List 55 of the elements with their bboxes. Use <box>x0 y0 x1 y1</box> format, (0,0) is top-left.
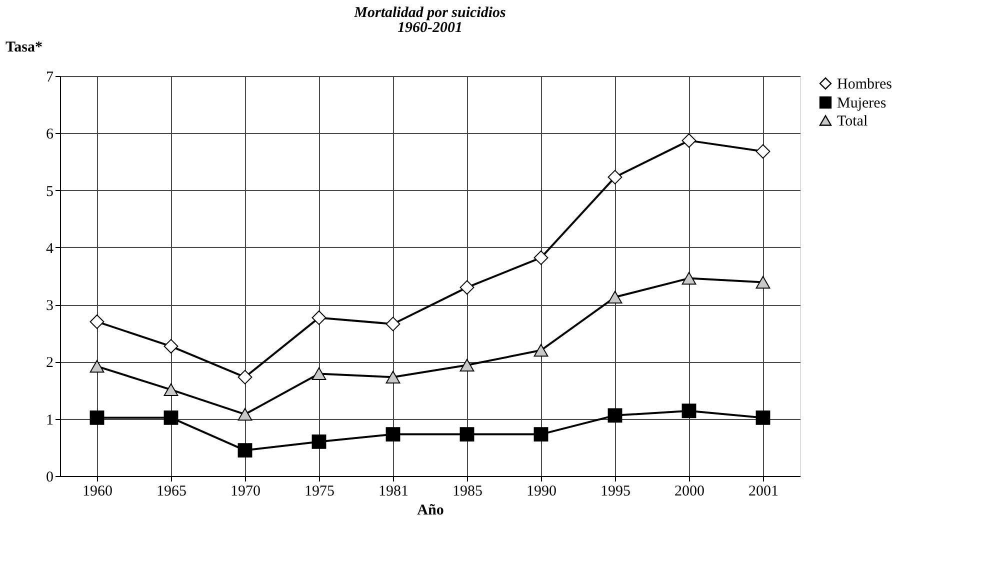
point <box>312 310 326 325</box>
point <box>460 427 474 442</box>
point <box>90 410 104 425</box>
point <box>312 434 326 449</box>
x-tick-label: 1990 <box>526 484 556 500</box>
y-tick-label: 6 <box>46 126 54 143</box>
point <box>534 250 548 265</box>
chart-subtitle: 1960-2001 <box>398 20 462 36</box>
y-tick-label: 4 <box>46 240 54 257</box>
legend-label: Total <box>837 114 868 130</box>
point <box>312 367 326 380</box>
point <box>608 290 622 304</box>
y-tick-label: 5 <box>46 184 54 200</box>
point <box>164 383 178 396</box>
point <box>608 408 622 423</box>
point <box>386 370 400 384</box>
x-tick-label: 1965 <box>156 484 186 500</box>
point <box>756 276 770 289</box>
x-tick-label: 1995 <box>600 484 630 500</box>
point <box>682 404 696 418</box>
point <box>238 443 252 458</box>
point <box>164 410 178 425</box>
x-tick-label: 1960 <box>82 484 112 500</box>
legend-label: Mujeres <box>837 96 886 112</box>
x-tick-label: 1970 <box>230 484 260 500</box>
x-tick-label: 1985 <box>452 484 482 500</box>
point <box>460 358 474 372</box>
y-tick-label: 3 <box>46 298 54 314</box>
point <box>238 370 252 384</box>
point <box>90 360 104 373</box>
point <box>534 344 548 357</box>
point <box>460 280 474 295</box>
point <box>682 133 696 148</box>
point <box>682 272 696 285</box>
point <box>756 410 770 425</box>
x-tick-label: 1975 <box>304 484 334 500</box>
x-tick-label: 2001 <box>748 484 778 500</box>
point <box>90 314 104 329</box>
point <box>534 427 548 442</box>
x-tick-label: 1981 <box>378 484 408 500</box>
legend-label: Hombres <box>837 76 892 92</box>
point <box>608 170 622 184</box>
y-tick-label: 1 <box>46 412 54 428</box>
y-axis-title: Tasa* <box>6 40 42 56</box>
chart-title: Mortalidad por suicidios <box>353 5 506 21</box>
point <box>164 339 178 354</box>
y-tick-label: 0 <box>46 470 54 486</box>
point <box>386 427 400 442</box>
point <box>238 408 252 421</box>
y-tick-label: 2 <box>46 355 54 372</box>
y-tick-label: 7 <box>46 70 54 86</box>
point <box>756 144 770 159</box>
point <box>386 316 400 332</box>
x-tick-label: 2000 <box>674 484 704 500</box>
x-axis-title: Año <box>417 502 444 518</box>
